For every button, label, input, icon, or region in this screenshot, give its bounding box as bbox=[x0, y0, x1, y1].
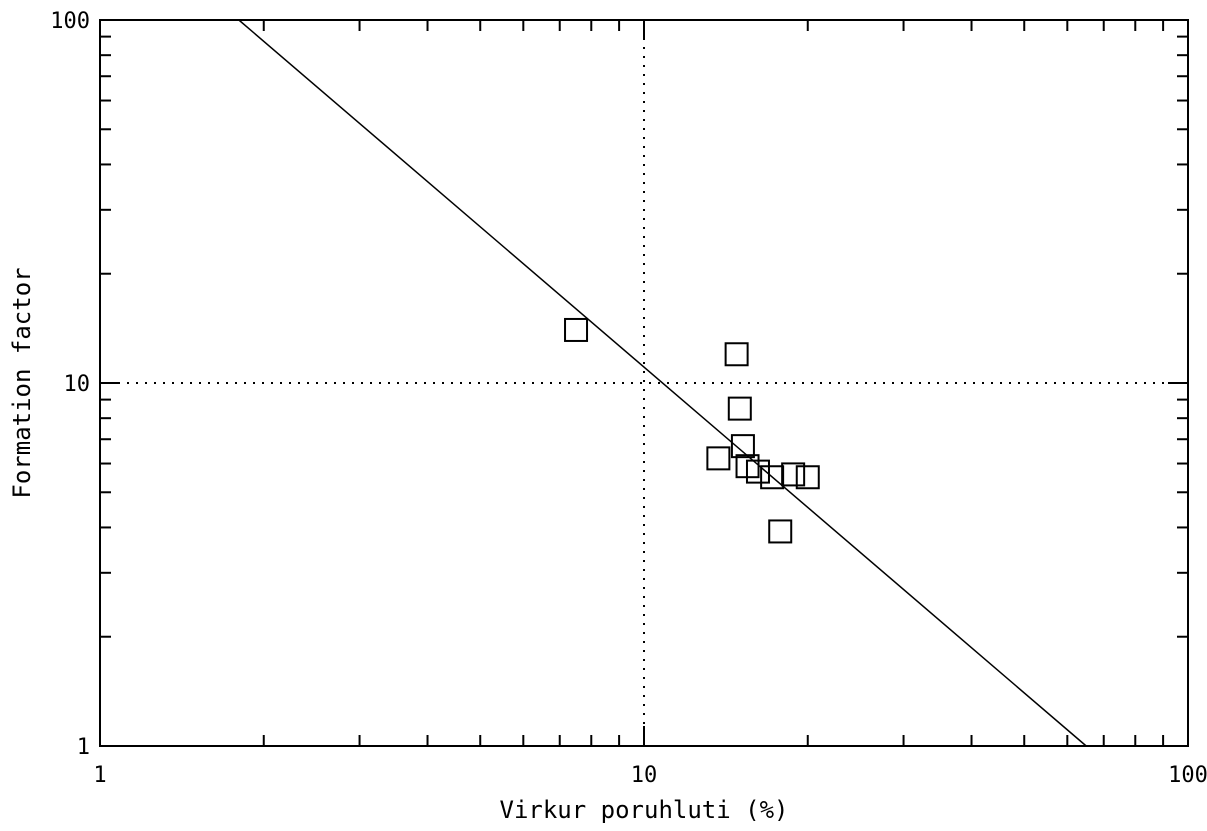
data-point bbox=[727, 396, 752, 421]
data-point bbox=[768, 519, 793, 544]
data-point bbox=[724, 342, 749, 367]
data-point bbox=[706, 446, 731, 471]
x-tick-label: 100 bbox=[1168, 763, 1207, 788]
data-point bbox=[795, 465, 820, 490]
plot-frame bbox=[99, 19, 1189, 747]
y-axis-label: Formation factor bbox=[8, 267, 36, 498]
fit-layer bbox=[238, 19, 1087, 747]
point-layer bbox=[564, 317, 820, 544]
y-tick-label: 1 bbox=[77, 735, 90, 760]
y-tick-label: 10 bbox=[64, 372, 91, 397]
label-layer: 1 10 100 1 10 100 bbox=[50, 9, 1207, 788]
fit-line bbox=[238, 19, 1087, 747]
x-tick-label: 1 bbox=[93, 763, 106, 788]
x-tick-label: 10 bbox=[631, 763, 658, 788]
data-point bbox=[781, 462, 806, 487]
data-point bbox=[745, 459, 770, 484]
y-tick-label: 100 bbox=[50, 9, 90, 34]
grid-layer bbox=[100, 20, 1188, 746]
tick-layer bbox=[99, 20, 1188, 747]
data-point bbox=[564, 317, 589, 342]
data-point bbox=[730, 434, 755, 459]
x-axis-label: Virkur poruhluti (%) bbox=[500, 796, 789, 824]
